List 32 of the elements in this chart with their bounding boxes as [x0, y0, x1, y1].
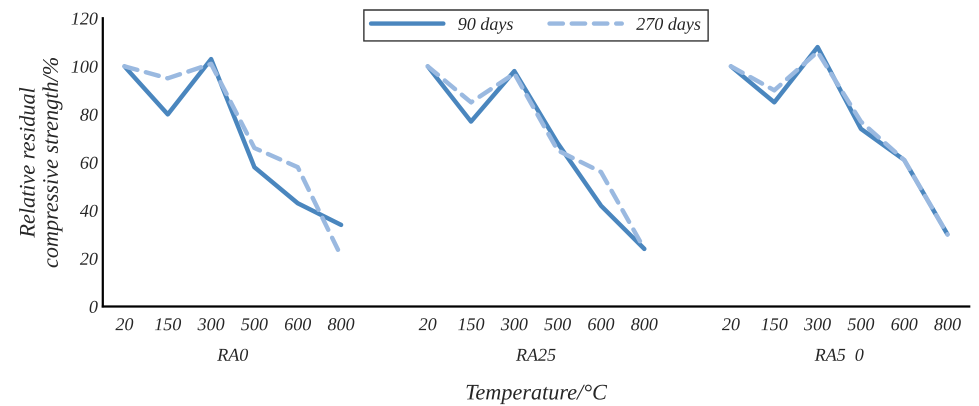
legend-label: 90 days [458, 17, 513, 34]
x-tick-label: 150 [458, 318, 484, 330]
x-tick-label: 600 [284, 318, 312, 330]
y-tick-label: 120 [71, 12, 98, 25]
x-tick-label: 500 [241, 318, 268, 330]
x-tick-label: 800 [934, 318, 961, 330]
y-tick-label: 80 [80, 108, 98, 121]
x-tick-label: 500 [848, 318, 874, 330]
x-tick-label: 500 [544, 318, 571, 330]
x-tick-label: 20 [115, 318, 134, 330]
x-tick-label: 600 [891, 318, 918, 330]
y-tick-label: 40 [80, 204, 98, 217]
legend-label: 270 days [636, 17, 700, 34]
x-tick-label: 800 [631, 318, 658, 330]
x-axis-title: Temperature/°C [466, 384, 608, 404]
y-tick-label: 20 [80, 252, 98, 265]
x-tick-label: 300 [804, 318, 831, 330]
y-axis-title: Relative residual compressive strength/% [19, 58, 63, 268]
x-tick-label: 600 [588, 318, 614, 330]
text: RA0 [217, 348, 248, 361]
x-tick-label: 20 [418, 318, 436, 330]
x-tick-label: 150 [154, 318, 182, 330]
x-tick-label: 150 [761, 318, 788, 330]
x-tick-label: 300 [198, 318, 224, 330]
y-tick-label: 100 [71, 60, 98, 73]
y-tick-label: 0 [90, 300, 98, 313]
text: RA25 [516, 348, 556, 361]
x-tick-label: 20 [722, 318, 740, 330]
text: RA5 0 [814, 348, 864, 361]
x-tick-label: 800 [328, 318, 354, 330]
x-tick-label: 300 [500, 318, 528, 330]
y-tick-label: 60 [80, 156, 98, 169]
